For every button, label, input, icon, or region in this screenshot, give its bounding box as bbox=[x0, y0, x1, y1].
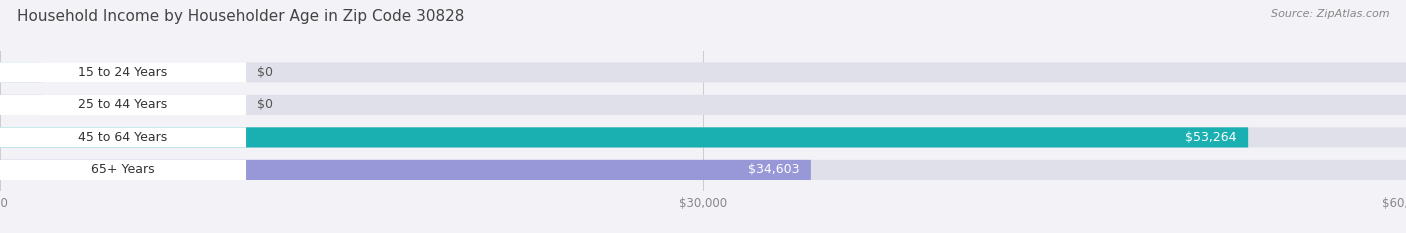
FancyBboxPatch shape bbox=[0, 160, 1406, 180]
FancyBboxPatch shape bbox=[0, 62, 246, 82]
FancyBboxPatch shape bbox=[0, 160, 811, 180]
Text: $0: $0 bbox=[257, 98, 273, 111]
FancyBboxPatch shape bbox=[0, 95, 246, 115]
Text: $53,264: $53,264 bbox=[1185, 131, 1237, 144]
FancyBboxPatch shape bbox=[0, 127, 1249, 147]
Text: 15 to 24 Years: 15 to 24 Years bbox=[79, 66, 167, 79]
Text: $34,603: $34,603 bbox=[748, 163, 800, 176]
FancyBboxPatch shape bbox=[0, 160, 246, 180]
FancyBboxPatch shape bbox=[0, 95, 1406, 115]
FancyBboxPatch shape bbox=[0, 127, 1406, 147]
Text: $0: $0 bbox=[257, 66, 273, 79]
Text: 45 to 64 Years: 45 to 64 Years bbox=[79, 131, 167, 144]
FancyBboxPatch shape bbox=[0, 62, 42, 82]
Text: Household Income by Householder Age in Zip Code 30828: Household Income by Householder Age in Z… bbox=[17, 9, 464, 24]
FancyBboxPatch shape bbox=[0, 95, 42, 115]
Text: Source: ZipAtlas.com: Source: ZipAtlas.com bbox=[1271, 9, 1389, 19]
Text: 25 to 44 Years: 25 to 44 Years bbox=[79, 98, 167, 111]
Text: 65+ Years: 65+ Years bbox=[91, 163, 155, 176]
FancyBboxPatch shape bbox=[0, 127, 246, 147]
FancyBboxPatch shape bbox=[0, 62, 1406, 82]
